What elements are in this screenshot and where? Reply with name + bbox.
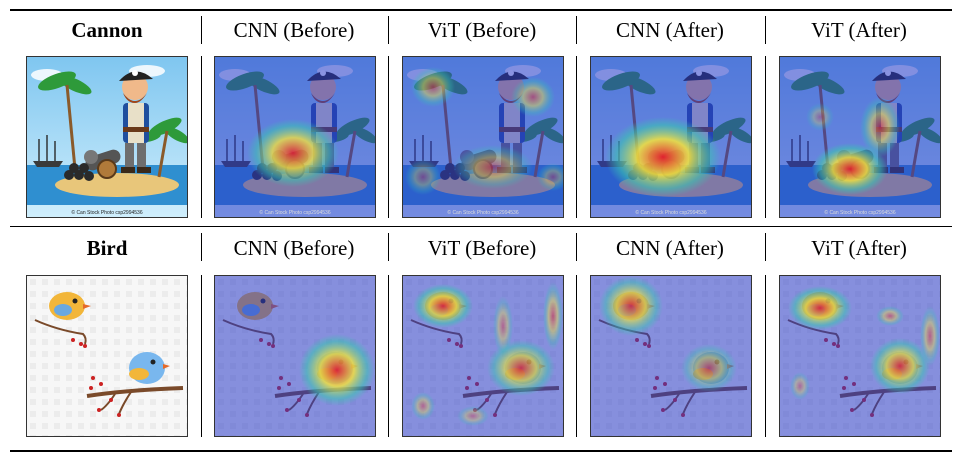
bird-vit-after-heatmap xyxy=(779,275,941,437)
column-separator xyxy=(201,16,202,44)
column-separator xyxy=(576,56,577,218)
watermark-text: © Can Stock Photo csp2994536 xyxy=(259,209,330,216)
column-separator xyxy=(388,16,389,44)
watermark-text: © Can Stock Photo csp2994536 xyxy=(447,209,518,216)
column-separator xyxy=(388,275,389,437)
column-header-cnn-before: CNN (Before) xyxy=(233,236,355,260)
bird-original-picture xyxy=(27,276,187,436)
column-separator xyxy=(201,275,202,437)
cannon-original-image: © Can Stock Photo csp2994536 xyxy=(26,56,188,218)
bird-vit-before-heatmap xyxy=(402,275,564,437)
column-header-cnn-after: CNN (After) xyxy=(616,236,724,260)
column-header-cnn-before: CNN (Before) xyxy=(233,18,355,42)
column-header-vit-before: ViT (Before) xyxy=(427,18,537,42)
column-separator xyxy=(201,233,202,261)
column-separator xyxy=(576,233,577,261)
watermark-text: © Can Stock Photo csp2994536 xyxy=(635,209,706,216)
watermark-text: © Can Stock Photo csp2994536 xyxy=(824,209,895,216)
table-mid-rule xyxy=(10,226,952,227)
column-separator xyxy=(201,56,202,218)
column-separator xyxy=(765,275,766,437)
bird-cnn-after-picture xyxy=(591,276,751,436)
column-header-cnn-after: CNN (After) xyxy=(616,18,724,42)
cannon-cnn-before-heatmap: © Can Stock Photo csp2994536 xyxy=(214,56,376,218)
cannon-vit-after-heatmap: © Can Stock Photo csp2994536 xyxy=(779,56,941,218)
column-separator xyxy=(576,275,577,437)
cannon-original-picture: © Can Stock Photo csp2994536 xyxy=(27,57,187,217)
column-separator xyxy=(388,56,389,218)
table-bottom-rule xyxy=(10,450,952,452)
column-separator xyxy=(765,56,766,218)
column-separator xyxy=(388,233,389,261)
cannon-cnn-after-picture: © Can Stock Photo csp2994536 xyxy=(591,57,751,217)
column-header-vit-before: ViT (Before) xyxy=(427,236,537,260)
column-separator xyxy=(765,233,766,261)
bird-vit-after-picture xyxy=(780,276,940,436)
cannon-vit-after-picture: © Can Stock Photo csp2994536 xyxy=(780,57,940,217)
column-separator xyxy=(765,16,766,44)
watermark-text: © Can Stock Photo csp2994536 xyxy=(71,209,142,216)
row-label-bird: Bird xyxy=(86,236,128,260)
cannon-cnn-after-heatmap: © Can Stock Photo csp2994536 xyxy=(590,56,752,218)
cannon-cnn-before-picture: © Can Stock Photo csp2994536 xyxy=(215,57,375,217)
bird-cnn-before-picture xyxy=(215,276,375,436)
column-header-vit-after: ViT (After) xyxy=(811,236,907,260)
column-header-vit-after: ViT (After) xyxy=(811,18,907,42)
bird-original-image xyxy=(26,275,188,437)
row-label-cannon: Cannon xyxy=(71,18,143,42)
bird-cnn-before-heatmap xyxy=(214,275,376,437)
bird-cnn-after-heatmap xyxy=(590,275,752,437)
column-separator xyxy=(576,16,577,44)
cannon-vit-before-heatmap: © Can Stock Photo csp2994536 xyxy=(402,56,564,218)
bird-vit-before-picture xyxy=(403,276,563,436)
table-top-rule xyxy=(10,9,952,11)
cannon-vit-before-picture: © Can Stock Photo csp2994536 xyxy=(403,57,563,217)
